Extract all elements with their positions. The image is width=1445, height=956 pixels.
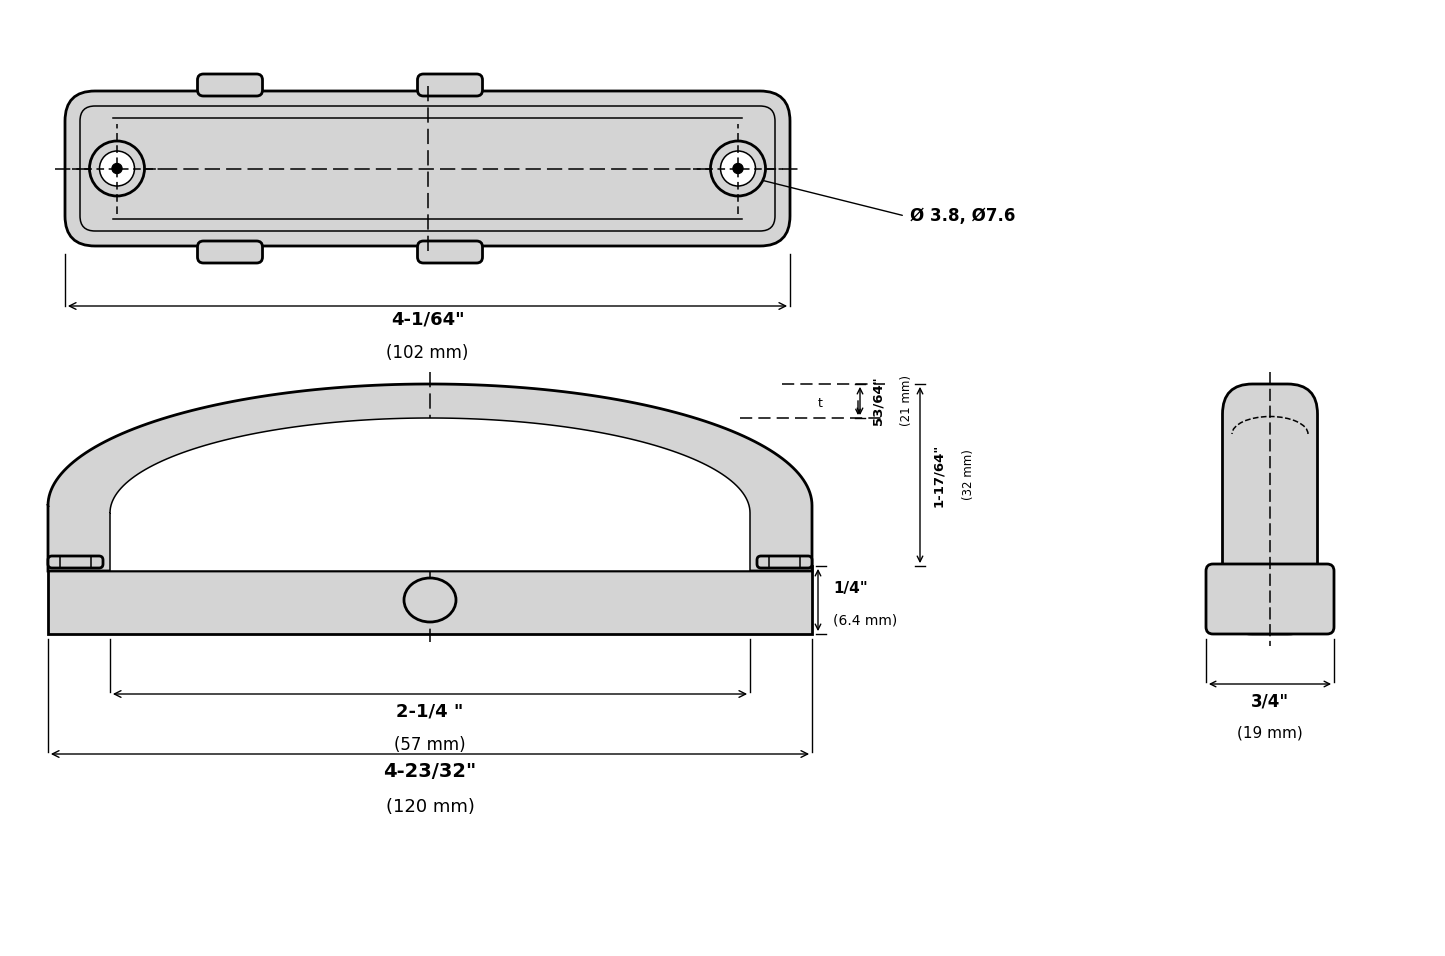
FancyBboxPatch shape xyxy=(198,74,263,96)
Text: (6.4 mm): (6.4 mm) xyxy=(832,613,897,627)
Text: 1/4": 1/4" xyxy=(832,580,868,596)
Text: 3/4": 3/4" xyxy=(1251,692,1289,710)
FancyBboxPatch shape xyxy=(48,556,103,568)
Polygon shape xyxy=(48,566,812,634)
Text: (120 mm): (120 mm) xyxy=(386,798,474,816)
FancyBboxPatch shape xyxy=(198,241,263,263)
FancyBboxPatch shape xyxy=(1207,564,1334,634)
Ellipse shape xyxy=(711,141,766,196)
FancyBboxPatch shape xyxy=(418,74,483,96)
Polygon shape xyxy=(48,384,812,571)
Text: (102 mm): (102 mm) xyxy=(386,344,468,362)
Text: 1-17/64": 1-17/64" xyxy=(932,444,945,507)
Ellipse shape xyxy=(721,151,756,186)
FancyBboxPatch shape xyxy=(418,241,483,263)
Polygon shape xyxy=(110,418,750,571)
Text: (32 mm): (32 mm) xyxy=(962,449,975,500)
Ellipse shape xyxy=(100,151,134,186)
Text: t: t xyxy=(818,397,822,410)
Text: 53/64": 53/64" xyxy=(871,377,884,425)
FancyBboxPatch shape xyxy=(1222,384,1318,634)
Ellipse shape xyxy=(733,163,743,173)
Text: 2-1/4 ": 2-1/4 " xyxy=(396,702,464,720)
Text: Ø 3.8, Ø7.6: Ø 3.8, Ø7.6 xyxy=(910,207,1016,225)
Text: (21 mm): (21 mm) xyxy=(900,376,913,426)
FancyBboxPatch shape xyxy=(757,556,812,568)
Ellipse shape xyxy=(405,578,457,622)
Text: (19 mm): (19 mm) xyxy=(1237,726,1303,741)
Text: 4-1/64": 4-1/64" xyxy=(390,311,464,329)
FancyBboxPatch shape xyxy=(65,91,790,246)
Text: 4-23/32": 4-23/32" xyxy=(383,762,477,781)
Ellipse shape xyxy=(113,163,121,173)
Ellipse shape xyxy=(90,141,144,196)
Text: (57 mm): (57 mm) xyxy=(394,736,465,754)
